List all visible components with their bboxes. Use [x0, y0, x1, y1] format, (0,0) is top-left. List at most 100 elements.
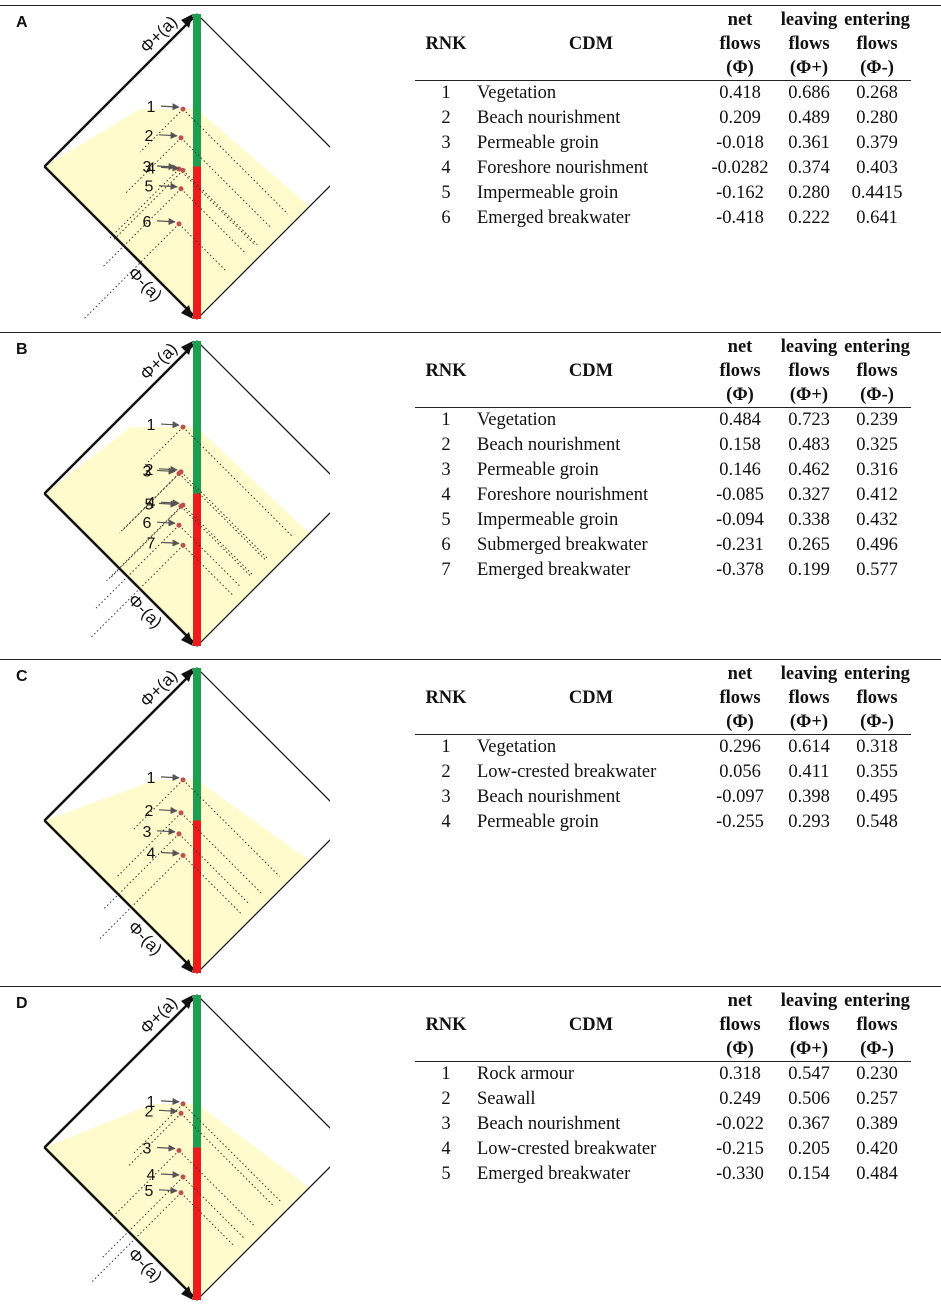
cell-entering-flow: 0.577: [856, 560, 898, 580]
marker-rank-label: 1: [147, 770, 156, 787]
header-entering-flows-line: entering: [844, 991, 910, 1011]
cell-leaving-flow: 0.506: [788, 1089, 830, 1109]
alternative-marker: [176, 1148, 182, 1154]
header-net-flows-line: flows: [719, 361, 761, 381]
table-header-row: RNK CDM net flows (Φ) leaving flows (Φ+) enterin…: [415, 989, 911, 1062]
cell-entering-flow: 0.496: [856, 535, 898, 555]
cell-cdm: Emerged breakwater: [477, 208, 631, 228]
cell-cdm: Permeable groin: [477, 460, 599, 480]
marker-pointer-arrow: [158, 1186, 178, 1195]
phi-plus-axis-label: Φ+(a): [136, 339, 181, 384]
flow-projection-line: [182, 108, 289, 215]
marker-pointer-arrow: [158, 131, 178, 140]
shaded-region: [44, 1103, 310, 1300]
header-rnk: RNK: [415, 335, 477, 408]
marker-rank-label: 4: [147, 1167, 156, 1184]
positive-net-flow-bar: [193, 341, 201, 494]
table-row: 4 Foreshore nourishment -0.0282 0.374 0.403: [415, 156, 911, 181]
table-row: 3 Permeable groin -0.018 0.361 0.379: [415, 131, 911, 156]
axis-arrow-top: [181, 995, 193, 1009]
cell-rank: 5: [441, 1164, 451, 1184]
header-leaving-flows: leaving flows (Φ+): [775, 8, 843, 81]
table-row: 4 Low-crested breakwater -0.215 0.205 0.420: [415, 1137, 911, 1162]
cell-net-flow: 0.484: [719, 410, 761, 430]
cell-rank: 4: [441, 158, 451, 178]
cell-net-flow: 0.249: [719, 1089, 761, 1109]
cell-entering-flow: 0.641: [856, 208, 898, 228]
flow-projection-line: [124, 137, 182, 194]
alternative-marker: [180, 1174, 186, 1180]
flow-projection-line: [182, 426, 293, 537]
marker-rank-label: 3: [143, 1141, 152, 1158]
table-row: 2 Beach nourishment 0.209 0.489 0.280: [415, 106, 911, 131]
table-header-row: RNK CDM net flows (Φ) leaving flows (Φ+) enterin…: [415, 335, 911, 408]
alternative-marker: [178, 503, 184, 509]
cell-entering-flow: 0.230: [856, 1064, 898, 1084]
table-row: 1 Vegetation 0.296 0.614 0.318: [415, 735, 911, 761]
flow-projection-line: [180, 1192, 235, 1247]
header-rnk: RNK: [415, 989, 477, 1062]
header-entering-flows-line: (Φ-): [860, 1039, 894, 1059]
axis-arrow-top: [181, 341, 193, 355]
marker-rank-label: 1: [147, 1094, 156, 1111]
table-row: 3 Beach nourishment -0.022 0.367 0.389: [415, 1112, 911, 1137]
cell-rank: 4: [441, 1139, 451, 1159]
header-leaving-flows-line: leaving: [780, 991, 838, 1011]
alternative-marker: [180, 106, 186, 112]
alternative-marker: [178, 135, 184, 141]
header-leaving-flows: leaving flows (Φ+): [775, 662, 843, 735]
marker-rank-label: 3: [143, 463, 152, 480]
flow-projection-line: [182, 1176, 245, 1239]
header-leaving-flows-line: leaving: [780, 664, 838, 684]
cell-rank: 1: [441, 410, 451, 430]
marker-rank-label: 4: [147, 160, 156, 177]
marker-rank-label: 1: [147, 99, 156, 116]
header-entering-flows-line: flows: [856, 1015, 898, 1035]
cell-rank: 3: [441, 787, 451, 807]
header-cdm: CDM: [477, 8, 705, 81]
cell-cdm: Permeable groin: [477, 133, 599, 153]
cell-leaving-flow: 0.154: [788, 1164, 830, 1184]
alternative-marker: [180, 1101, 186, 1107]
flow-projection-line: [108, 168, 180, 240]
header-net-flows: net flows (Φ): [705, 8, 775, 81]
marker-pointer-arrow: [160, 539, 180, 547]
marker-rank-label: 3: [143, 824, 152, 841]
cell-rank: 4: [441, 485, 451, 505]
alternative-marker: [176, 831, 182, 837]
panel-divider: [0, 332, 941, 333]
positive-net-flow-bar: [193, 668, 201, 821]
flow-projection-line: [143, 426, 184, 467]
header-cdm: CDM: [477, 335, 705, 408]
cell-cdm: Seawall: [477, 1089, 536, 1109]
header-entering-flows: entering flows (Φ-): [843, 662, 911, 735]
header-net-flows-line: net: [727, 991, 753, 1011]
cell-leaving-flow: 0.723: [788, 410, 830, 430]
cell-entering-flow: 0.4415: [851, 183, 903, 203]
flow-projection-line: [182, 855, 243, 915]
axis-arrow-top: [181, 14, 193, 28]
cell-net-flow: 0.056: [719, 762, 761, 782]
table-row: 1 Rock armour 0.318 0.547 0.230: [415, 1062, 911, 1088]
header-net-flows-line: (Φ): [726, 385, 754, 405]
marker-pointer-arrow: [160, 849, 180, 857]
cell-cdm: Impermeable groin: [477, 510, 619, 530]
alternative-marker: [176, 221, 182, 227]
cell-cdm: Impermeable groin: [477, 183, 619, 203]
header-leaving-flows-line: leaving: [780, 10, 838, 30]
marker-pointer-arrow: [156, 467, 176, 475]
cell-leaving-flow: 0.686: [788, 83, 830, 103]
cell-cdm: Permeable groin: [477, 812, 599, 832]
positive-net-flow-bar: [193, 14, 201, 167]
panel-letter: D: [16, 995, 28, 1012]
table-row: 5 Impermeable groin -0.094 0.338 0.432: [415, 508, 911, 533]
marker-rank-label: 5: [145, 179, 154, 196]
marker-rank-label: 4: [147, 495, 156, 512]
header-entering-flows-line: (Φ-): [860, 385, 894, 405]
cell-net-flow: -0.085: [716, 485, 764, 505]
flow-projection-line: [100, 1176, 184, 1260]
cell-entering-flow: 0.355: [856, 762, 898, 782]
cell-rank: 3: [441, 460, 451, 480]
header-leaving-flows-line: (Φ+): [789, 1039, 829, 1059]
flow-projection-line: [178, 473, 266, 561]
